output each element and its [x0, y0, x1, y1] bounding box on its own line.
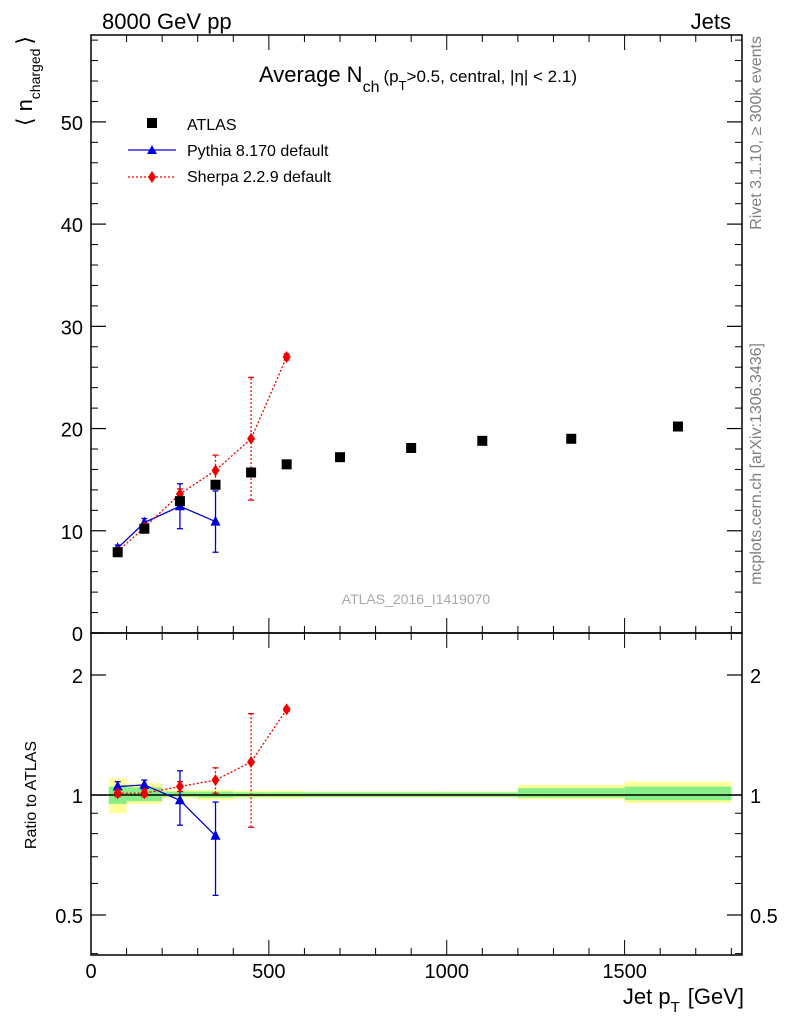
- x-axis-label-main: Jet p: [623, 984, 671, 1009]
- header-energy-label: 8000 GeV pp: [102, 9, 232, 34]
- sherpa-point: [282, 351, 291, 363]
- atlas-point: [246, 467, 257, 478]
- atlas-point: [672, 421, 683, 432]
- ratio-band-inner: [517, 788, 625, 798]
- atlas-point: [335, 452, 346, 463]
- plot-title: Average Nch(pT>0.5, central, |η| < 2.1): [259, 62, 577, 96]
- legend-label-atlas: ATLAS: [187, 117, 237, 134]
- legend-entry-pythia: Pythia 8.170 default: [128, 143, 329, 160]
- legend-label-sherpa: Sherpa 2.2.9 default: [187, 169, 332, 186]
- ratio-sherpa-point: [175, 780, 184, 793]
- ratio-y-tick-label: 2: [72, 666, 83, 688]
- pythia-line: [117, 505, 216, 549]
- ratio-y-tick-label-right: 0.5: [750, 906, 778, 928]
- rivet-version-label: Rivet 3.1.10, ≥ 300k events: [748, 36, 765, 230]
- atlas-point: [566, 433, 577, 444]
- y-axis-label-main: ⟨ n: [12, 99, 37, 126]
- ratio-axis-ticks: 0.5 0.5 1 1 2 2 0 500 1000 1500: [55, 633, 778, 983]
- legend-marker-pythia: [147, 145, 157, 154]
- mcplots-reference-label: mcplots.cern.ch [arXiv:1306.3436]: [748, 343, 765, 585]
- ratio-y-tick-label: 0.5: [55, 906, 83, 928]
- y-axis-label-sub: charged: [27, 49, 43, 100]
- y-axis-label-close: ⟩: [12, 36, 37, 45]
- plot-title-main: Average N: [259, 62, 363, 87]
- ratio-y-tick-label-right: 1: [750, 786, 761, 808]
- ratio-sherpa-point: [113, 787, 122, 800]
- legend-label-pythia: Pythia 8.170 default: [187, 143, 329, 160]
- atlas-point: [210, 479, 221, 490]
- atlas-point: [139, 523, 150, 534]
- main-y-tick-label: 50: [61, 113, 83, 135]
- x-tick-label: 1000: [424, 961, 469, 983]
- main-y-axis-label: ⟨ ncharged ⟩: [12, 36, 43, 126]
- x-axis-label-unit: [GeV]: [688, 984, 744, 1009]
- ratio-pythia-point: [174, 794, 185, 805]
- main-y-tick-label: 0: [72, 624, 83, 646]
- x-tick-label: 500: [252, 961, 285, 983]
- legend: ATLAS Pythia 8.170 default Sherpa 2.2.9 …: [128, 117, 332, 186]
- sherpa-point: [211, 464, 220, 477]
- atlas-point: [477, 435, 488, 446]
- x-tick-label: 1500: [602, 961, 647, 983]
- x-axis-label: Jet pT [GeV]: [623, 984, 744, 1016]
- ratio-plot-data: [112, 703, 291, 897]
- main-y-tick-label: 30: [61, 317, 83, 339]
- analysis-watermark: ATLAS_2016_I1419070: [342, 591, 491, 607]
- x-axis-label-sub: T: [671, 999, 680, 1016]
- ratio-pythia-point: [112, 780, 123, 791]
- ratio-y-axis-label: Ratio to ATLAS: [23, 741, 40, 849]
- ratio-sherpa-point: [282, 703, 291, 716]
- main-plot-panel: 0 10 20 30 40 50 Average Nch(pT>0.5, central,…: [12, 34, 743, 646]
- main-y-tick-label: 40: [61, 215, 83, 237]
- atlas-point: [281, 459, 292, 470]
- plot-title-rest-pre: (p: [383, 67, 398, 86]
- legend-marker-atlas: [147, 118, 157, 128]
- plot-title-sub: ch: [363, 79, 380, 96]
- ratio-sherpa-line: [117, 708, 288, 794]
- ratio-pythia-point: [139, 778, 150, 789]
- pythia-point: [210, 515, 221, 526]
- legend-entry-sherpa: Sherpa 2.2.9 default: [128, 169, 332, 186]
- ratio-pythia-point: [210, 829, 221, 840]
- ratio-plot-panel: 0.5 0.5 1 1 2 2 0 500 1000 1500 Ratio to ATLAS Je…: [23, 632, 778, 1016]
- ratio-sherpa-point: [211, 774, 220, 787]
- plot-title-rest-post: >0.5, central, |η| < 2.1): [407, 67, 577, 86]
- main-axis-ticks: 0 10 20 30 40 50: [61, 35, 742, 646]
- sherpa-point: [247, 432, 256, 445]
- ratio-uncertainty-bands: [108, 778, 732, 814]
- ratio-y-tick-label-right: 2: [750, 666, 761, 688]
- header-process-label: Jets: [691, 9, 731, 34]
- ratio-sherpa-point: [247, 755, 256, 768]
- ratio-band-inner: [624, 786, 732, 801]
- atlas-point: [112, 547, 123, 558]
- plot-title-sub2: T: [399, 78, 407, 93]
- atlas-point: [406, 442, 417, 453]
- ratio-pythia-line: [117, 784, 216, 837]
- atlas-point: [174, 496, 185, 507]
- legend-entry-atlas: ATLAS: [147, 117, 237, 134]
- main-plot-data: [112, 351, 683, 558]
- main-y-tick-label: 10: [61, 522, 83, 544]
- ratio-sherpa-point: [140, 787, 149, 800]
- ratio-y-tick-label: 1: [72, 786, 83, 808]
- x-tick-label: 0: [85, 961, 96, 983]
- main-y-tick-label: 20: [61, 420, 83, 442]
- ratio-plot-frame: [90, 632, 743, 956]
- legend-marker-sherpa: [148, 171, 156, 183]
